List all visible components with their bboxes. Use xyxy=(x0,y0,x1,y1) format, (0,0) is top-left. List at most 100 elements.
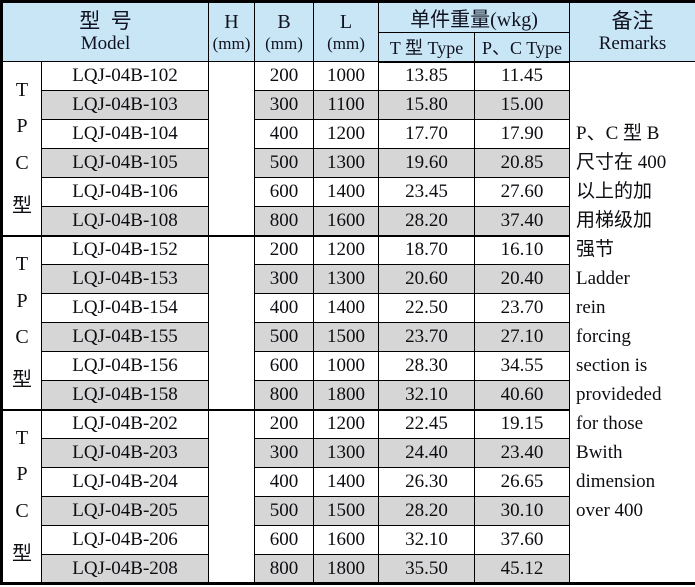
weight-pc-cell: 37.60 xyxy=(473,525,571,555)
group-label: T P C 型 xyxy=(1,234,42,410)
h-cell xyxy=(208,408,255,584)
weight-pc-cell: 37.40 xyxy=(473,206,571,236)
group-label-char: C xyxy=(15,326,29,349)
header-h-unit: (mm) xyxy=(212,33,251,53)
header-b-symbol: B xyxy=(277,10,291,33)
model-cell: LQJ-04B-102 xyxy=(41,61,209,91)
weight-t-cell: 35.50 xyxy=(378,554,475,584)
b-cell: 300 xyxy=(254,438,314,468)
l-cell: 1300 xyxy=(313,148,379,178)
remarks-line: P、C 型 B xyxy=(576,123,660,144)
weight-t-cell: 26.30 xyxy=(378,467,475,497)
l-cell: 1800 xyxy=(313,380,379,410)
model-cell: LQJ-04B-153 xyxy=(41,264,209,294)
weight-t-cell: 18.70 xyxy=(378,234,475,265)
model-cell: LQJ-04B-204 xyxy=(41,467,209,497)
remarks-line: Bwith xyxy=(576,442,623,463)
model-cell: LQJ-04B-205 xyxy=(41,496,209,526)
l-cell: 1200 xyxy=(313,234,379,265)
weight-pc-cell: 27.60 xyxy=(473,177,571,207)
l-cell: 1400 xyxy=(313,177,379,207)
l-cell: 1500 xyxy=(313,322,379,352)
l-cell: 1300 xyxy=(313,264,379,294)
l-cell: 1500 xyxy=(313,496,379,526)
group-label-char: 型 xyxy=(12,368,32,391)
remarks-line: provideded xyxy=(576,384,662,405)
model-cell: LQJ-04B-202 xyxy=(41,408,209,439)
l-cell: 1600 xyxy=(313,525,379,555)
weight-pc-cell: 27.10 xyxy=(473,322,571,352)
l-cell: 1200 xyxy=(313,119,379,149)
remarks-cell: P、C 型 B 尺寸在 400 以上的加 用梯级加 强节 Ladder rein… xyxy=(569,61,695,584)
b-cell: 200 xyxy=(254,408,314,439)
l-cell: 1300 xyxy=(313,438,379,468)
weight-pc-cell: 16.10 xyxy=(473,234,571,265)
header-weight-pc: P、C Type xyxy=(473,32,571,63)
b-cell: 500 xyxy=(254,148,314,178)
model-cell: LQJ-04B-158 xyxy=(41,380,209,410)
weight-t-cell: 22.50 xyxy=(378,293,475,323)
weight-pc-cell: 30.10 xyxy=(473,496,571,526)
weight-t-cell: 28.20 xyxy=(378,206,475,236)
model-cell: LQJ-04B-105 xyxy=(41,148,209,178)
l-cell: 1400 xyxy=(313,467,379,497)
group-label-char: P xyxy=(16,115,28,138)
b-cell: 300 xyxy=(254,264,314,294)
weight-t-cell: 28.20 xyxy=(378,496,475,526)
weight-t-cell: 32.10 xyxy=(378,525,475,555)
model-cell: LQJ-04B-152 xyxy=(41,234,209,265)
weight-t-cell: 17.70 xyxy=(378,119,475,149)
b-cell: 400 xyxy=(254,293,314,323)
header-remarks: 备注 Remarks xyxy=(569,1,695,62)
weight-pc-cell: 20.85 xyxy=(473,148,571,178)
model-cell: LQJ-04B-108 xyxy=(41,206,209,236)
remarks-line: forcing xyxy=(576,326,631,347)
header-remarks-zh: 备注 xyxy=(611,9,654,33)
model-cell: LQJ-04B-155 xyxy=(41,322,209,352)
model-cell: LQJ-04B-208 xyxy=(41,554,209,584)
weight-pc-cell: 34.55 xyxy=(473,351,571,381)
remarks-line: section is xyxy=(576,355,648,376)
weight-t-cell: 24.40 xyxy=(378,438,475,468)
header-l-unit: (mm) xyxy=(327,33,365,53)
remarks-line: 以上的加 xyxy=(576,181,653,202)
h-cell xyxy=(208,234,255,410)
weight-t-cell: 15.80 xyxy=(378,90,475,120)
header-model-en: Model xyxy=(80,33,131,55)
header-b: B (mm) xyxy=(254,1,314,62)
b-cell: 800 xyxy=(254,380,314,410)
model-cell: LQJ-04B-203 xyxy=(41,438,209,468)
remarks-line: 尺寸在 400 xyxy=(576,152,667,173)
group-label-char: P xyxy=(16,289,28,312)
b-cell: 500 xyxy=(254,322,314,352)
group-label-char: 型 xyxy=(12,542,32,565)
header-l-symbol: L xyxy=(339,10,353,33)
remarks-line: over 400 xyxy=(576,500,644,521)
group-label-char: C xyxy=(15,152,29,175)
header-remarks-en: Remarks xyxy=(598,33,667,55)
weight-pc-cell: 45.12 xyxy=(473,554,571,584)
group-label-char: P xyxy=(16,463,28,486)
l-cell: 1400 xyxy=(313,293,379,323)
b-cell: 400 xyxy=(254,467,314,497)
l-cell: 1000 xyxy=(313,351,379,381)
b-cell: 500 xyxy=(254,496,314,526)
b-cell: 400 xyxy=(254,119,314,149)
weight-t-cell: 28.30 xyxy=(378,351,475,381)
b-cell: 200 xyxy=(254,61,314,91)
b-cell: 600 xyxy=(254,525,314,555)
remarks-line: for those xyxy=(576,413,644,434)
weight-pc-cell: 11.45 xyxy=(473,61,571,91)
header-weight-t: T 型 Type xyxy=(378,32,475,63)
weight-pc-cell: 40.60 xyxy=(473,380,571,410)
header-h-symbol: H xyxy=(224,10,239,33)
group-label-char: C xyxy=(15,500,29,523)
b-cell: 600 xyxy=(254,351,314,381)
l-cell: 1800 xyxy=(313,554,379,584)
group-label: T P C 型 xyxy=(1,61,42,236)
model-cell: LQJ-04B-154 xyxy=(41,293,209,323)
b-cell: 200 xyxy=(254,234,314,265)
h-cell xyxy=(208,61,255,236)
l-cell: 1100 xyxy=(313,90,379,120)
model-cell: LQJ-04B-103 xyxy=(41,90,209,120)
